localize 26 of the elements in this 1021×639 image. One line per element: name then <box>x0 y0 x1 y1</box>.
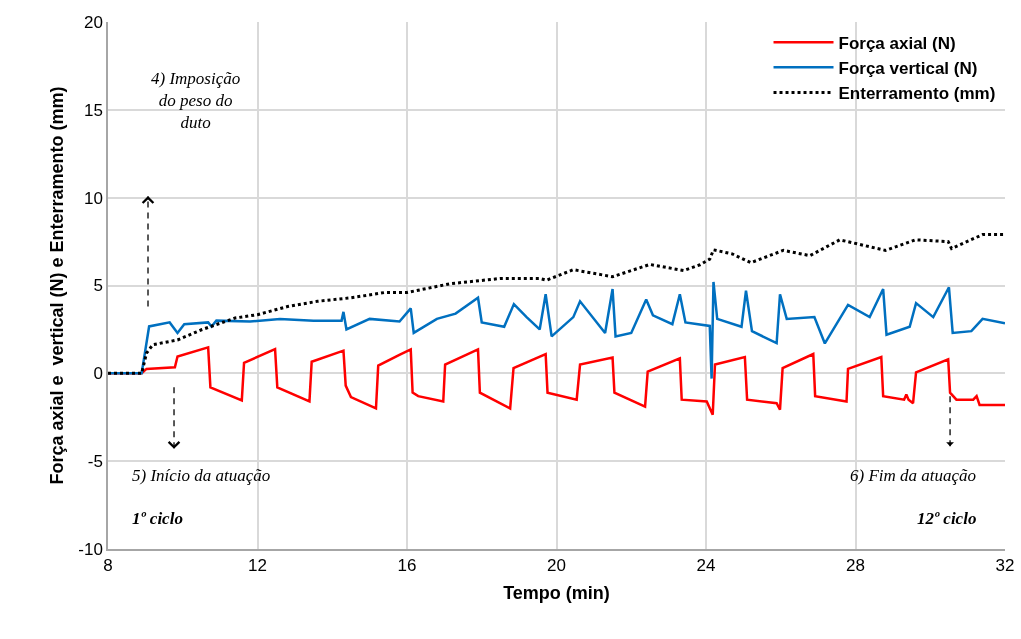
annotation: 6) Fim da atuação <box>850 466 977 485</box>
line-series <box>108 233 1005 375</box>
annotation: 12º ciclo <box>917 509 977 528</box>
x-tick-label: 28 <box>846 556 865 576</box>
y-tick-label: -10 <box>78 539 103 559</box>
annotation: 4) Imposição do peso do duto <box>151 69 241 133</box>
y-tick-label: 20 <box>83 12 103 32</box>
line-series <box>108 280 1005 380</box>
annotation: 1º ciclo <box>132 509 183 528</box>
x-tick-label: 24 <box>696 556 716 576</box>
x-tick-label: 32 <box>995 556 1015 576</box>
y-tick-label: 10 <box>83 188 103 208</box>
x-tick-label: 8 <box>103 556 113 576</box>
y-tick-label: 15 <box>83 100 103 120</box>
x-tick-label: 16 <box>397 556 417 576</box>
legend-label: Força vertical (N) <box>838 58 978 78</box>
x-axis-title: Tempo (min) <box>503 582 610 603</box>
annotation: 5) Início da atuação <box>132 466 271 485</box>
y-tick-label: -5 <box>87 452 103 472</box>
legend-label: Força axial (N) <box>838 33 956 53</box>
x-tick-label: 20 <box>547 556 566 576</box>
legend-label: Enterramento (mm) <box>838 84 996 104</box>
y-tick-label: 5 <box>93 276 103 296</box>
x-tick-label: 12 <box>248 556 267 576</box>
y-axis-title: Força axial e vertical (N) e Enterramento (mm) <box>46 86 67 485</box>
y-tick-label: 0 <box>93 364 103 384</box>
